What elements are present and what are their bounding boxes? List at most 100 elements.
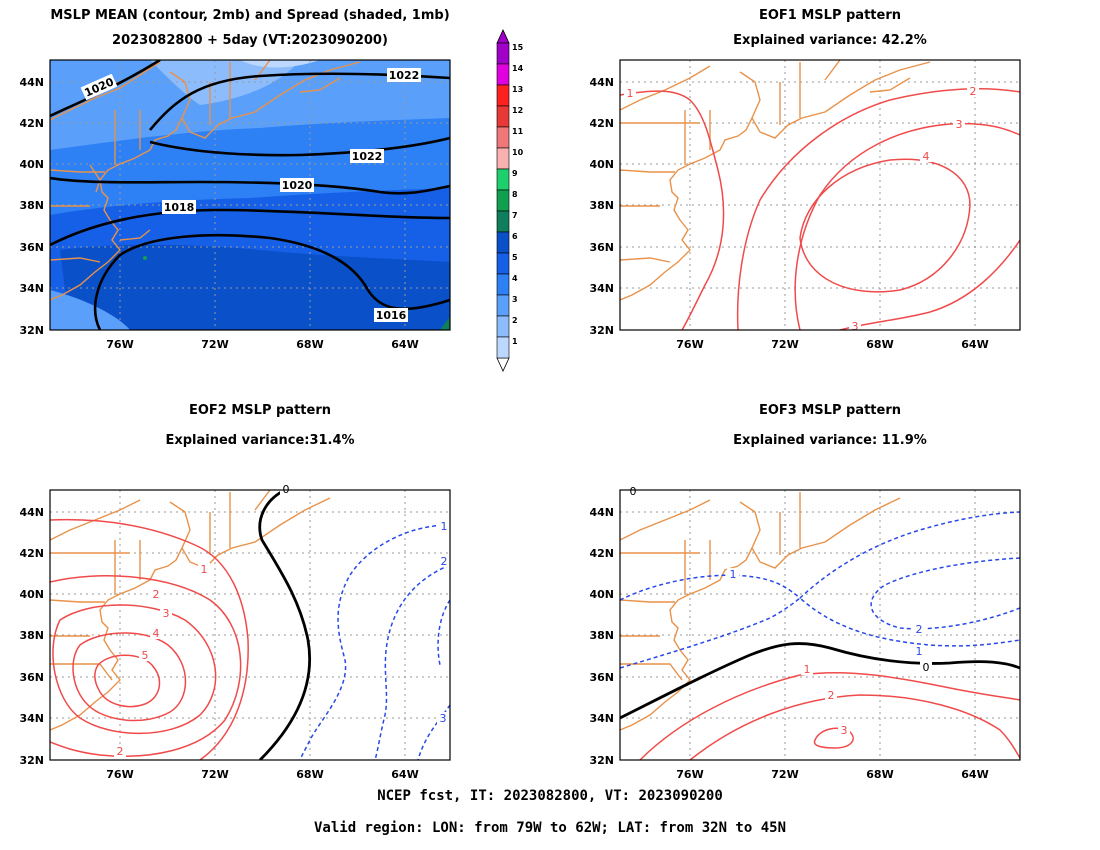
- tick-a-64w: 64W: [391, 338, 418, 351]
- tick-a-32n: 32N: [19, 324, 44, 337]
- eof1-label-2: 2: [970, 85, 977, 98]
- eof3-neg-contours: [620, 511, 1020, 669]
- eof2-title-line1: EOF2 MSLP pattern: [188, 403, 331, 418]
- colorbar-bottom-arrow: [496, 357, 510, 372]
- eof3-label-1: 1: [804, 663, 811, 676]
- eof2-label-5: 5: [142, 649, 149, 662]
- colorbar-label-14: 14: [512, 64, 524, 73]
- mean-label-1020b: 1020: [282, 179, 313, 192]
- eof3-label-neg2: 2: [916, 623, 923, 636]
- eof1-panel: 1 2 3 4 3: [619, 59, 1021, 333]
- eof3-grid: [620, 490, 1020, 760]
- colorbar-swatch-12: [496, 105, 510, 128]
- mean-title-line2: 2023082800 + 5day (VT:2023090200): [112, 33, 388, 48]
- colorbar-swatch-3: [496, 294, 510, 317]
- colorbar-label-9: 9: [512, 169, 518, 178]
- tick-d-38n: 38N: [589, 629, 614, 642]
- eof3-frame: [619, 489, 1021, 761]
- colorbar-swatch-2: [496, 315, 510, 338]
- colorbar-label-15: 15: [512, 43, 524, 52]
- eof3-contour-labels: 0 1 2 1 0 1 2 3: [627, 485, 932, 737]
- colorbar-swatch-5: [496, 252, 510, 275]
- eof3-label-0b: 0: [923, 661, 930, 674]
- eof2-label-3: 3: [163, 607, 170, 620]
- colorbar-swatch-9: [496, 168, 510, 191]
- tick-b-42n: 42N: [589, 117, 614, 130]
- colorbar-swatch-11: [496, 126, 510, 149]
- footer-line1: NCEP fcst, IT: 2023082800, VT: 202309020…: [377, 788, 723, 804]
- mean-label-1022a: 1022: [389, 69, 420, 82]
- eof3-label-neg1b: 1: [916, 645, 923, 658]
- eof2-label-neg3: 3: [440, 712, 447, 725]
- tick-b-38n: 38N: [589, 199, 614, 212]
- tick-d-36n: 36N: [589, 671, 614, 684]
- tick-d-72w: 72W: [771, 768, 798, 781]
- eof1-label-1: 1: [627, 87, 634, 100]
- eof1-title-line1: EOF1 MSLP pattern: [758, 8, 901, 23]
- colorbar-label-12: 12: [512, 106, 523, 115]
- tick-d-64w: 64W: [961, 768, 988, 781]
- axis-ticks: 44N 42N 40N 38N 36N 34N 32N 76W 72W 68W …: [19, 76, 988, 781]
- eof3-label-neg1a: 1: [730, 568, 737, 581]
- colorbar-label-13: 13: [512, 85, 523, 94]
- eof1-contours: [620, 87, 1020, 330]
- spread-shading: [50, 60, 450, 330]
- tick-c-42n: 42N: [19, 547, 44, 560]
- tick-c-64w: 64W: [391, 768, 418, 781]
- eof2-label-2: 2: [153, 588, 160, 601]
- eof2-label-neg1: 1: [441, 520, 448, 533]
- tick-b-68w: 68W: [866, 338, 893, 351]
- colorbar-swatch-4: [496, 273, 510, 296]
- eof1-label-3a: 3: [956, 118, 963, 131]
- footer-line2: Valid region: LON: from 79W to 62W; LAT:…: [313, 820, 786, 836]
- tick-b-36n: 36N: [589, 241, 614, 254]
- eof1-label-3b: 3: [852, 320, 859, 333]
- mean-frame: [49, 59, 451, 331]
- eof1-frame: [619, 59, 1021, 331]
- mean-label-1022b: 1022: [352, 150, 383, 163]
- tick-a-44n: 44N: [19, 76, 44, 89]
- tick-c-40n: 40N: [19, 588, 44, 601]
- tick-a-42n: 42N: [19, 117, 44, 130]
- eof3-coastline: [620, 492, 901, 731]
- eof3-label-3: 3: [841, 724, 848, 737]
- tick-b-76w: 76W: [676, 338, 703, 351]
- tick-d-40n: 40N: [589, 588, 614, 601]
- mean-label-1016: 1016: [376, 309, 407, 322]
- tick-d-68w: 68W: [866, 768, 893, 781]
- mean-label-1018: 1018: [164, 201, 195, 214]
- eof3-title-line2: Explained variance: 11.9%: [733, 433, 927, 448]
- eof1-coastline: [620, 60, 931, 301]
- tick-c-36n: 36N: [19, 671, 44, 684]
- tick-d-42n: 42N: [589, 547, 614, 560]
- mean-contours: [50, 60, 450, 330]
- tick-b-40n: 40N: [589, 158, 614, 171]
- tick-a-36n: 36N: [19, 241, 44, 254]
- eof2-panel: 0 1 2 3 4 5 2 1 2 3: [49, 483, 451, 761]
- colorbar-swatch-7: [496, 210, 510, 233]
- eof2-label-4: 4: [153, 627, 160, 640]
- eof2-label-2b: 2: [117, 745, 124, 758]
- tick-a-34n: 34N: [19, 282, 44, 295]
- tick-d-34n: 34N: [589, 712, 614, 725]
- colorbar-swatch-6: [496, 231, 510, 254]
- eof3-panel: 0 1 2 1 0 1 2 3: [619, 485, 1021, 761]
- colorbar-label-11: 11: [512, 127, 524, 136]
- eof2-frame: [49, 489, 451, 761]
- colorbar-swatch-14: [496, 63, 510, 86]
- tick-b-44n: 44N: [589, 76, 614, 89]
- tick-a-40n: 40N: [19, 158, 44, 171]
- colorbar-label-7: 7: [512, 211, 518, 220]
- eof3-title-line1: EOF3 MSLP pattern: [758, 403, 901, 418]
- tick-c-68w: 68W: [296, 768, 323, 781]
- colorbar-label-6: 6: [512, 232, 518, 241]
- colorbar-label-8: 8: [512, 190, 518, 199]
- colorbar-label-5: 5: [512, 253, 518, 262]
- colorbar-label-10: 10: [512, 148, 524, 157]
- tick-d-32n: 32N: [589, 754, 614, 767]
- tick-a-72w: 72W: [201, 338, 228, 351]
- eof1-label-4: 4: [923, 150, 930, 163]
- mean-grid: [50, 60, 450, 330]
- colorbar-label-2: 2: [512, 316, 518, 325]
